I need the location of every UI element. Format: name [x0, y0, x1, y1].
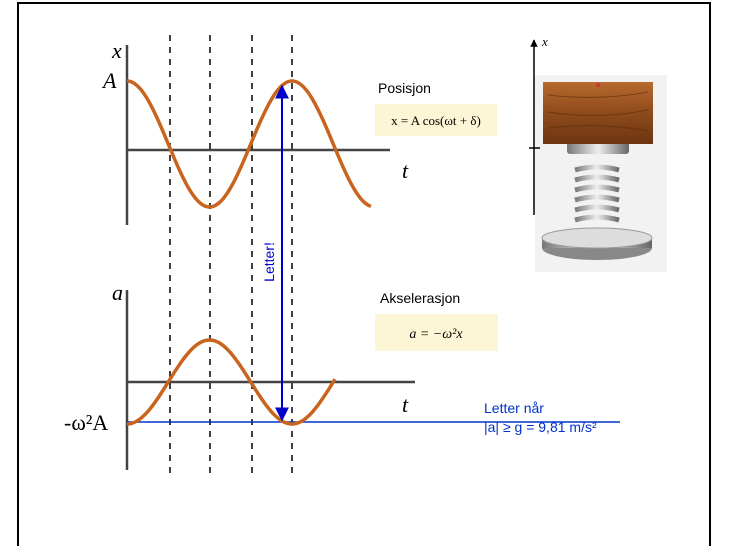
- position-curve: [127, 81, 371, 207]
- section-title: Akselerasjon: [380, 290, 460, 306]
- axis-label: a: [112, 280, 123, 305]
- slide: x A t a -ω²A t Letter! Posisjon x = A co…: [0, 0, 729, 546]
- amplitude-label: -ω²A: [64, 410, 108, 435]
- note-line: Letter når: [484, 400, 544, 416]
- spring-illustration: [535, 75, 667, 272]
- arrow-label: Letter!: [261, 242, 277, 282]
- axis-label: x: [111, 38, 122, 63]
- amplitude-label: A: [101, 68, 117, 93]
- time-label: t: [402, 392, 409, 417]
- section-title: Posisjon: [378, 80, 431, 96]
- formula: a = −ω²x: [409, 327, 463, 342]
- time-label: t: [402, 158, 409, 183]
- formula: x = A cos(ωt + δ): [391, 113, 481, 128]
- note-line: |a| ≥ g = 9,81 m/s²: [484, 419, 597, 435]
- spring-axis-label: x: [541, 34, 548, 49]
- page: {"position_graph": {"axis_label": "x", "…: [0, 0, 729, 546]
